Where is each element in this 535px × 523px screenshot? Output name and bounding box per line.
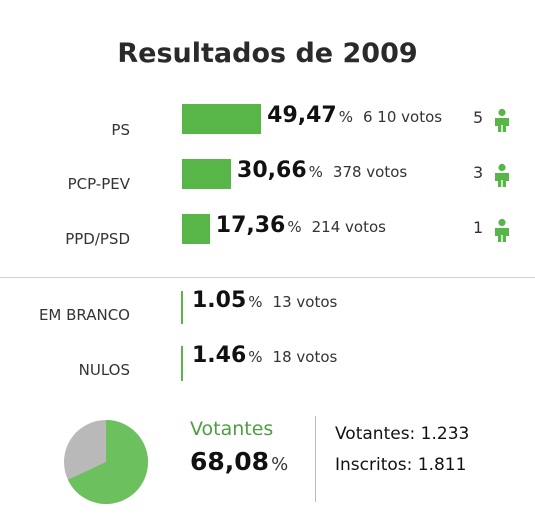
- party-name: PS: [111, 121, 130, 139]
- percent-value: 17,36: [215, 213, 286, 238]
- blank-votes-marker: [181, 291, 183, 324]
- percent-value: 30,66: [237, 158, 307, 183]
- row-label: EM BRANCO: [38, 306, 130, 324]
- row-label: NULOS: [78, 361, 130, 379]
- null-votes-row: NULOS 1.46 % 18 votos: [0, 343, 535, 384]
- turnout-label: Votantes: [190, 418, 274, 440]
- person-icon: [495, 218, 509, 242]
- vote-count: 214 votos: [311, 218, 386, 236]
- percent-symbol: %: [248, 348, 263, 366]
- party-row-ps: PS 49,47 % 6 10 votos 5: [0, 103, 535, 144]
- percent-symbol: %: [338, 108, 353, 126]
- vote-count: 18 votos: [272, 348, 338, 366]
- vertical-separator: [315, 416, 316, 502]
- vote-count: 378 votos: [332, 163, 408, 181]
- pie-voted-slice: [67, 420, 148, 504]
- section-divider: [0, 277, 535, 278]
- percent-group: 30,66 % 378 votos: [237, 158, 407, 183]
- result-bar: [182, 159, 232, 189]
- turnout-percent: 68,08: [190, 447, 270, 476]
- person-icon: [495, 108, 509, 132]
- percent-group: 17,36 % 214 votos: [216, 213, 386, 238]
- percent-symbol: %: [271, 454, 289, 475]
- null-votes-marker: [181, 346, 183, 381]
- percent-symbol: %: [308, 163, 323, 181]
- percent-value: 1.46: [192, 343, 247, 368]
- percent-symbol: %: [248, 293, 263, 311]
- party-row-pcp-pev: PCP-PEV 30,66 % 378 votos 3: [0, 158, 535, 199]
- turnout-pie-chart: [64, 420, 148, 504]
- seat-count: 5: [473, 108, 484, 127]
- seat-count: 1: [473, 218, 484, 237]
- blank-votes-row: EM BRANCO 1.05 % 13 votos: [0, 288, 535, 328]
- party-row-ppd-psd: PPD/PSD 17,36 % 214 votos 1: [0, 213, 535, 254]
- voters-count: Votantes: 1.233: [335, 424, 470, 444]
- percent-group: 1.46 % 18 votos: [192, 343, 337, 368]
- percent-group: 1.05 % 13 votos: [192, 288, 337, 313]
- registered-count: Inscritos: 1.811: [335, 455, 467, 475]
- result-bar: [182, 214, 210, 244]
- vote-count: 6 10 votos: [363, 108, 443, 126]
- percent-value: 1.05: [192, 288, 247, 313]
- turnout-percent-group: 68,08 %: [190, 447, 288, 476]
- seat-count: 3: [473, 163, 484, 182]
- party-name: PCP-PEV: [67, 175, 130, 193]
- percent-group: 49,47 % 6 10 votos: [267, 103, 442, 128]
- result-bar: [182, 104, 262, 134]
- percent-symbol: %: [287, 218, 302, 236]
- percent-value: 49,47: [267, 103, 337, 128]
- page-title: Resultados de 2009: [117, 38, 418, 69]
- vote-count: 13 votos: [272, 293, 338, 311]
- party-name: PPD/PSD: [65, 230, 130, 248]
- person-icon: [495, 163, 509, 187]
